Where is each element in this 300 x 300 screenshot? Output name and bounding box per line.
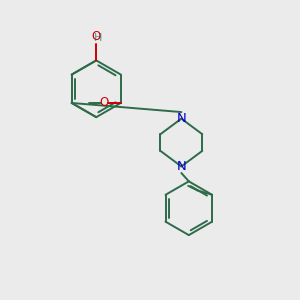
Text: H: H — [94, 33, 102, 43]
Text: N: N — [176, 160, 186, 173]
Text: N: N — [176, 112, 186, 125]
Text: O: O — [100, 97, 109, 110]
Text: O: O — [92, 30, 101, 43]
